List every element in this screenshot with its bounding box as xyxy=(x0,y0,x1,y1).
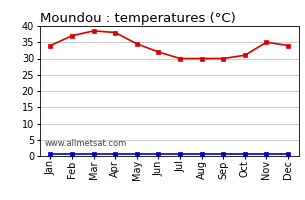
Text: Moundou : temperatures (°C): Moundou : temperatures (°C) xyxy=(40,12,235,25)
Text: www.allmetsat.com: www.allmetsat.com xyxy=(45,139,127,148)
